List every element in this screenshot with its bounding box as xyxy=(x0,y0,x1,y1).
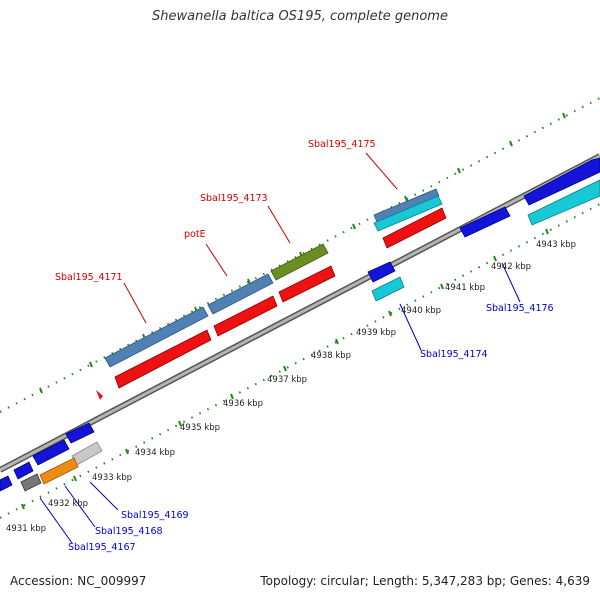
scale-label-4935: 4935 kbp xyxy=(180,423,220,433)
gene-sbal195-4174[interactable] xyxy=(367,261,396,283)
gene-pote[interactable] xyxy=(207,273,274,315)
gene-sbal195-4171[interactable] xyxy=(104,306,209,368)
gene-cyan-2[interactable] xyxy=(371,276,405,302)
scale-label-4939: 4939 kbp xyxy=(356,328,396,338)
scale-label-4933: 4933 kbp xyxy=(92,473,132,483)
gene-sbal195-4167[interactable] xyxy=(20,473,42,492)
genome-backbone xyxy=(0,153,600,473)
gene-sbal195-4169[interactable] xyxy=(32,439,70,466)
gene-label-sbal195-4167: Sbal195_4167 xyxy=(68,542,136,553)
gene-blue-forward-1[interactable] xyxy=(65,422,95,444)
gene-red-1[interactable] xyxy=(114,329,212,389)
gene-lightgrey-forward[interactable] xyxy=(71,441,103,466)
scale-label-4938: 4938 kbp xyxy=(311,351,351,361)
scale-label-4940: 4940 kbp xyxy=(401,306,441,316)
scale-label-4931: 4931 kbp xyxy=(6,524,46,534)
gene-sbal195-4176[interactable] xyxy=(459,206,511,238)
scale-label-4942: 4942 kbp xyxy=(491,262,531,272)
gene-label-sbal195-4176: Sbal195_4176 xyxy=(486,303,554,314)
gene-label-sbal195-4174: Sbal195_4174 xyxy=(420,349,488,360)
gene-label-sbal195-4168: Sbal195_4168 xyxy=(95,526,163,537)
gene-sbal195-4168[interactable] xyxy=(39,457,79,485)
scale-label-4941: 4941 kbp xyxy=(445,283,485,293)
gene-label-sbal195-4171: Sbal195_4171 xyxy=(55,272,123,283)
leader-lines-top xyxy=(123,152,398,324)
gene-red-marker[interactable] xyxy=(96,390,103,400)
gene-label-sbal195-4173: Sbal195_4173 xyxy=(200,193,268,204)
gene-red-4[interactable] xyxy=(382,207,447,249)
gene-label-sbal195-4169: Sbal195_4169 xyxy=(121,510,189,521)
gene-cyan-1[interactable] xyxy=(373,195,443,232)
inner-tick-track xyxy=(0,203,600,519)
outer-tick-track xyxy=(0,97,600,413)
gene-red-2[interactable] xyxy=(213,295,278,337)
gene-blue-edge[interactable] xyxy=(0,475,13,492)
inner-major-ticks xyxy=(21,228,549,510)
scale-label-4936: 4936 kbp xyxy=(223,399,263,409)
scale-label-4934: 4934 kbp xyxy=(135,448,175,458)
scale-label-4937: 4937 kbp xyxy=(267,375,307,385)
scale-label-4932: 4932 kbp xyxy=(48,499,88,509)
leader-lines-bottom xyxy=(39,262,521,544)
scale-label-4943: 4943 kbp xyxy=(536,240,576,250)
gene-red-3[interactable] xyxy=(278,265,336,303)
gene-blue-forward-2[interactable] xyxy=(523,157,600,206)
gene-label-pote: potE xyxy=(184,229,206,240)
accession-label: Accession: NC_009997 xyxy=(10,574,147,588)
genome-summary-label: Topology: circular; Length: 5,347,283 bp… xyxy=(260,574,590,588)
gene-sbal195-4175[interactable] xyxy=(373,188,440,223)
gene-label-sbal195-4175: Sbal195_4175 xyxy=(308,139,376,150)
gene-sbal195-4173[interactable] xyxy=(270,243,329,281)
gene-blue-small[interactable] xyxy=(13,461,34,480)
gene-cyan-3[interactable] xyxy=(527,179,600,226)
genome-title: Shewanella baltica OS195, complete genom… xyxy=(152,9,448,24)
